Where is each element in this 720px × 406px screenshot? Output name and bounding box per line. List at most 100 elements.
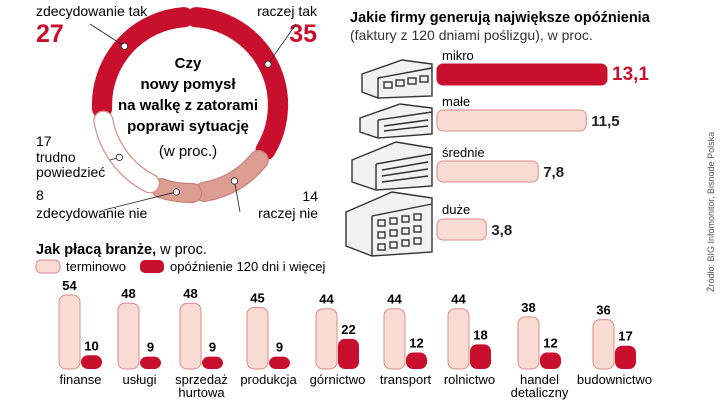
value-terminowo-uslugi: 48	[121, 286, 135, 301]
legend-swatch-terminowo	[35, 259, 61, 274]
slice-value-raczej-nie: 14	[302, 188, 318, 204]
value-terminowo-sprzedaz-hurtowa: 48	[183, 286, 197, 301]
category-label-transport: transport	[380, 372, 432, 387]
value-opoznienie-produkcja: 9	[276, 340, 283, 355]
source-note: Źródło: BIG Infomonitor, Bisnode Polska	[706, 132, 716, 292]
company-label-srednie: średnie	[442, 145, 485, 160]
leader-line-zdecydowanie-tak	[89, 23, 125, 47]
value-terminowo-finanse: 54	[62, 278, 77, 293]
leader-dot-zdecydowanie-nie	[172, 188, 180, 196]
category-label-handel-detaliczny-line1: handel	[520, 372, 559, 387]
category-label-sprzedaz-hurtowa-line2: hurtowa	[178, 385, 225, 400]
donut-title-line4: poprawi sytuację	[127, 118, 249, 135]
value-terminowo-rolnictwo: 44	[451, 292, 466, 307]
category-label-rolnictwo: rolnictwo	[444, 372, 495, 387]
value-terminowo-produkcja: 45	[250, 290, 264, 305]
donut-slice-raczej-tak	[186, 7, 289, 161]
bar-opoznienie-budownictwo	[615, 345, 636, 369]
branches-title: Jak płacą branże, w proc.	[36, 242, 207, 258]
legend-swatch-opoznienie	[140, 260, 164, 273]
value-terminowo-budownictwo: 36	[596, 303, 610, 318]
leader-dot-raczej-nie	[230, 177, 238, 185]
slice-label-raczej-nie: raczej nie	[258, 205, 318, 221]
branches-chart: Jak płacą branże, w proc. terminowo opóź…	[35, 242, 652, 400]
bar-terminowo-uslugi	[117, 302, 140, 370]
slice-value-zdecydowanie-nie: 8	[36, 187, 44, 203]
leader-line-zdecydowanie-nie	[103, 191, 177, 211]
value-opoznienie-transport: 12	[409, 336, 423, 351]
bar-terminowo-gornictwo	[315, 308, 338, 370]
legend-label-terminowo: terminowo	[66, 259, 126, 274]
companies-subtitle: (faktury z 120 dniami poślizgu), w proc.	[350, 27, 593, 43]
company-size-chart: Jakie firmy generują największe opóźnien…	[345, 10, 651, 257]
bar-terminowo-produkcja	[246, 306, 269, 370]
companies-title: Jakie firmy generują największe opóźnien…	[350, 10, 651, 26]
company-label-duze: duże	[442, 202, 470, 217]
company-label-male: małe	[442, 94, 470, 109]
donut-slice-trudno-powiedziec	[93, 110, 160, 194]
bar-terminowo-sprzedaz-hurtowa	[179, 302, 202, 370]
bar-terminowo-rolnictwo	[447, 308, 470, 370]
bar-terminowo-transport	[383, 308, 406, 370]
slice-label-raczej-tak: raczej tak	[257, 3, 318, 19]
value-opoznienie-rolnictwo: 18	[473, 327, 487, 342]
value-terminowo-handel-detaliczny: 38	[521, 300, 535, 315]
category-label-budownictwo: budownictwo	[577, 372, 652, 387]
company-label-mikro: mikro	[442, 48, 474, 63]
value-terminowo-transport: 44	[387, 292, 402, 307]
category-label-handel-detaliczny-line2: detaliczny	[511, 385, 569, 400]
bar-opoznienie-gornictwo	[338, 338, 359, 369]
leader-dot-trudno-powiedziec	[115, 153, 123, 161]
branches-title-bold: Jak płacą branże,	[36, 242, 156, 258]
donut-slice-raczej-nie	[194, 150, 269, 202]
company-bar-mikro	[436, 63, 608, 86]
bar-opoznienie-rolnictwo	[470, 344, 491, 369]
leader-dot-raczej-tak	[264, 60, 272, 68]
slice-label-trudno-line2: powiedzieć	[36, 164, 105, 180]
company-value-mikro: 13,1	[612, 64, 649, 85]
value-opoznienie-sprzedaz-hurtowa: 9	[209, 340, 216, 355]
category-label-uslugi: usługi	[123, 372, 157, 387]
donut-unit: (w proc.)	[159, 143, 217, 160]
category-label-gornictwo: górnictwo	[310, 372, 366, 387]
bar-opoznienie-transport	[406, 352, 427, 369]
slice-label-zdecydowanie-nie: zdecydowanie nie	[36, 205, 148, 221]
slice-label-zdecydowanie-tak: zdecydowanie tak	[36, 3, 148, 19]
company-value-male: 11,5	[591, 113, 619, 130]
value-opoznienie-finanse: 10	[84, 338, 98, 353]
donut-slice-zdecydowanie-tak	[91, 7, 194, 119]
category-label-sprzedaz-hurtowa-line1: sprzedaż	[175, 372, 228, 387]
slice-label-trudno-line1: trudno	[36, 149, 76, 165]
donut-title-line3: na walkę z zatorami	[118, 97, 258, 114]
value-opoznienie-gornictwo: 22	[341, 322, 355, 337]
building-micro-icon	[361, 59, 433, 99]
leader-dot-zdecydowanie-tak	[120, 42, 129, 50]
slice-value-trudno-powiedziec: 17	[36, 133, 52, 149]
company-bar-male	[436, 109, 587, 132]
bar-opoznienie-handel-detaliczny	[540, 352, 561, 369]
bar-opoznienie-sprzedaz-hurtowa	[202, 356, 223, 369]
company-value-srednie: 7,8	[543, 164, 564, 181]
value-terminowo-gornictwo: 44	[319, 292, 334, 307]
bar-opoznienie-produkcja	[269, 356, 290, 369]
branches-title-rest: w proc.	[156, 242, 207, 258]
bar-terminowo-finanse	[58, 294, 81, 370]
category-label-finanse: finanse	[60, 372, 102, 387]
slice-value-raczej-tak: 35	[289, 20, 317, 48]
value-opoznienie-budownictwo: 17	[618, 329, 632, 344]
bar-terminowo-handel-detaliczny	[517, 316, 540, 370]
company-bar-duze	[436, 218, 487, 241]
category-label-produkcja: produkcja	[240, 372, 297, 387]
donut-title-line2: nowy pomysł	[140, 76, 236, 93]
value-opoznienie-handel-detaliczny: 12	[543, 336, 557, 351]
legend-label-opoznienie: opóźnienie 120 dni i więcej	[170, 259, 325, 274]
building-large-icon	[345, 191, 433, 257]
building-small-icon	[359, 103, 433, 139]
building-medium-icon	[351, 141, 433, 191]
company-bar-srednie	[436, 160, 539, 183]
leader-line-raczej-tak	[267, 23, 297, 65]
bar-opoznienie-uslugi	[140, 356, 161, 369]
donut-chart: zdecydowanie tak 27 raczej tak 35 17 tru…	[36, 3, 318, 221]
